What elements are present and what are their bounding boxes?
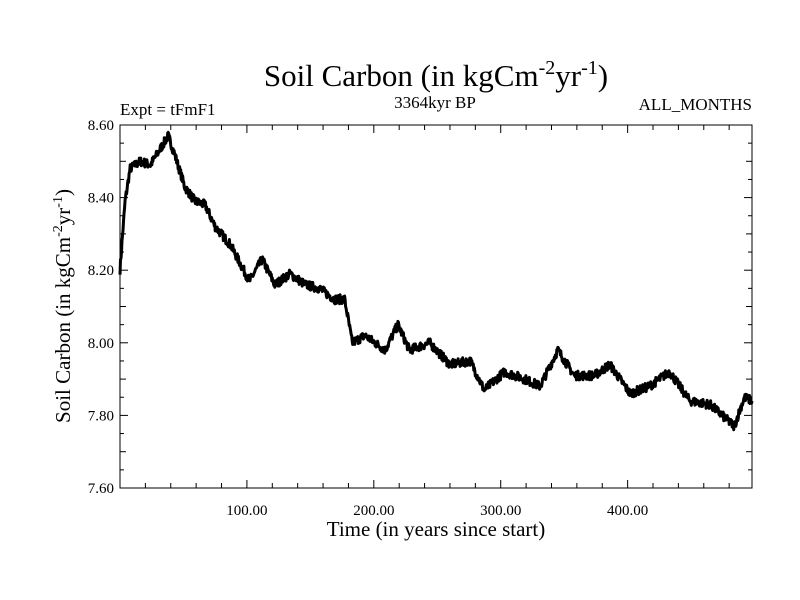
plot-frame	[119, 124, 753, 489]
x-axis-label: Time (in years since start)	[327, 517, 546, 541]
x-tick-label: 200.00	[353, 503, 394, 519]
y-tick-label: 7.60	[88, 481, 114, 497]
y-tick-label: 8.20	[88, 263, 114, 279]
experiment-label: Expt = tFmF1	[120, 100, 216, 119]
months-label: ALL_MONTHS	[639, 95, 752, 114]
y-tick-label: 8.00	[88, 336, 114, 352]
tick-labels: 100.00 200.00 300.00 400.00 7.60 7.80 8.00 8.20…	[88, 118, 649, 519]
x-tick-label: 400.00	[607, 503, 648, 519]
x-tick-label: 300.00	[480, 503, 521, 519]
y-tick-label: 7.80	[88, 408, 114, 424]
chart-title: Soil Carbon (in kgCm-2yr-1)	[264, 57, 608, 93]
y-axis-label: Soil Carbon (in kgCm-2yr-1)	[51, 189, 75, 423]
axes	[119, 124, 753, 489]
series-line-soil-carbon	[118, 130, 754, 432]
y-tick-label: 8.40	[88, 191, 114, 207]
y-tick-label: 8.60	[88, 118, 114, 134]
period-label: 3364kyr BP	[394, 93, 476, 112]
x-tick-label: 100.00	[226, 503, 267, 519]
